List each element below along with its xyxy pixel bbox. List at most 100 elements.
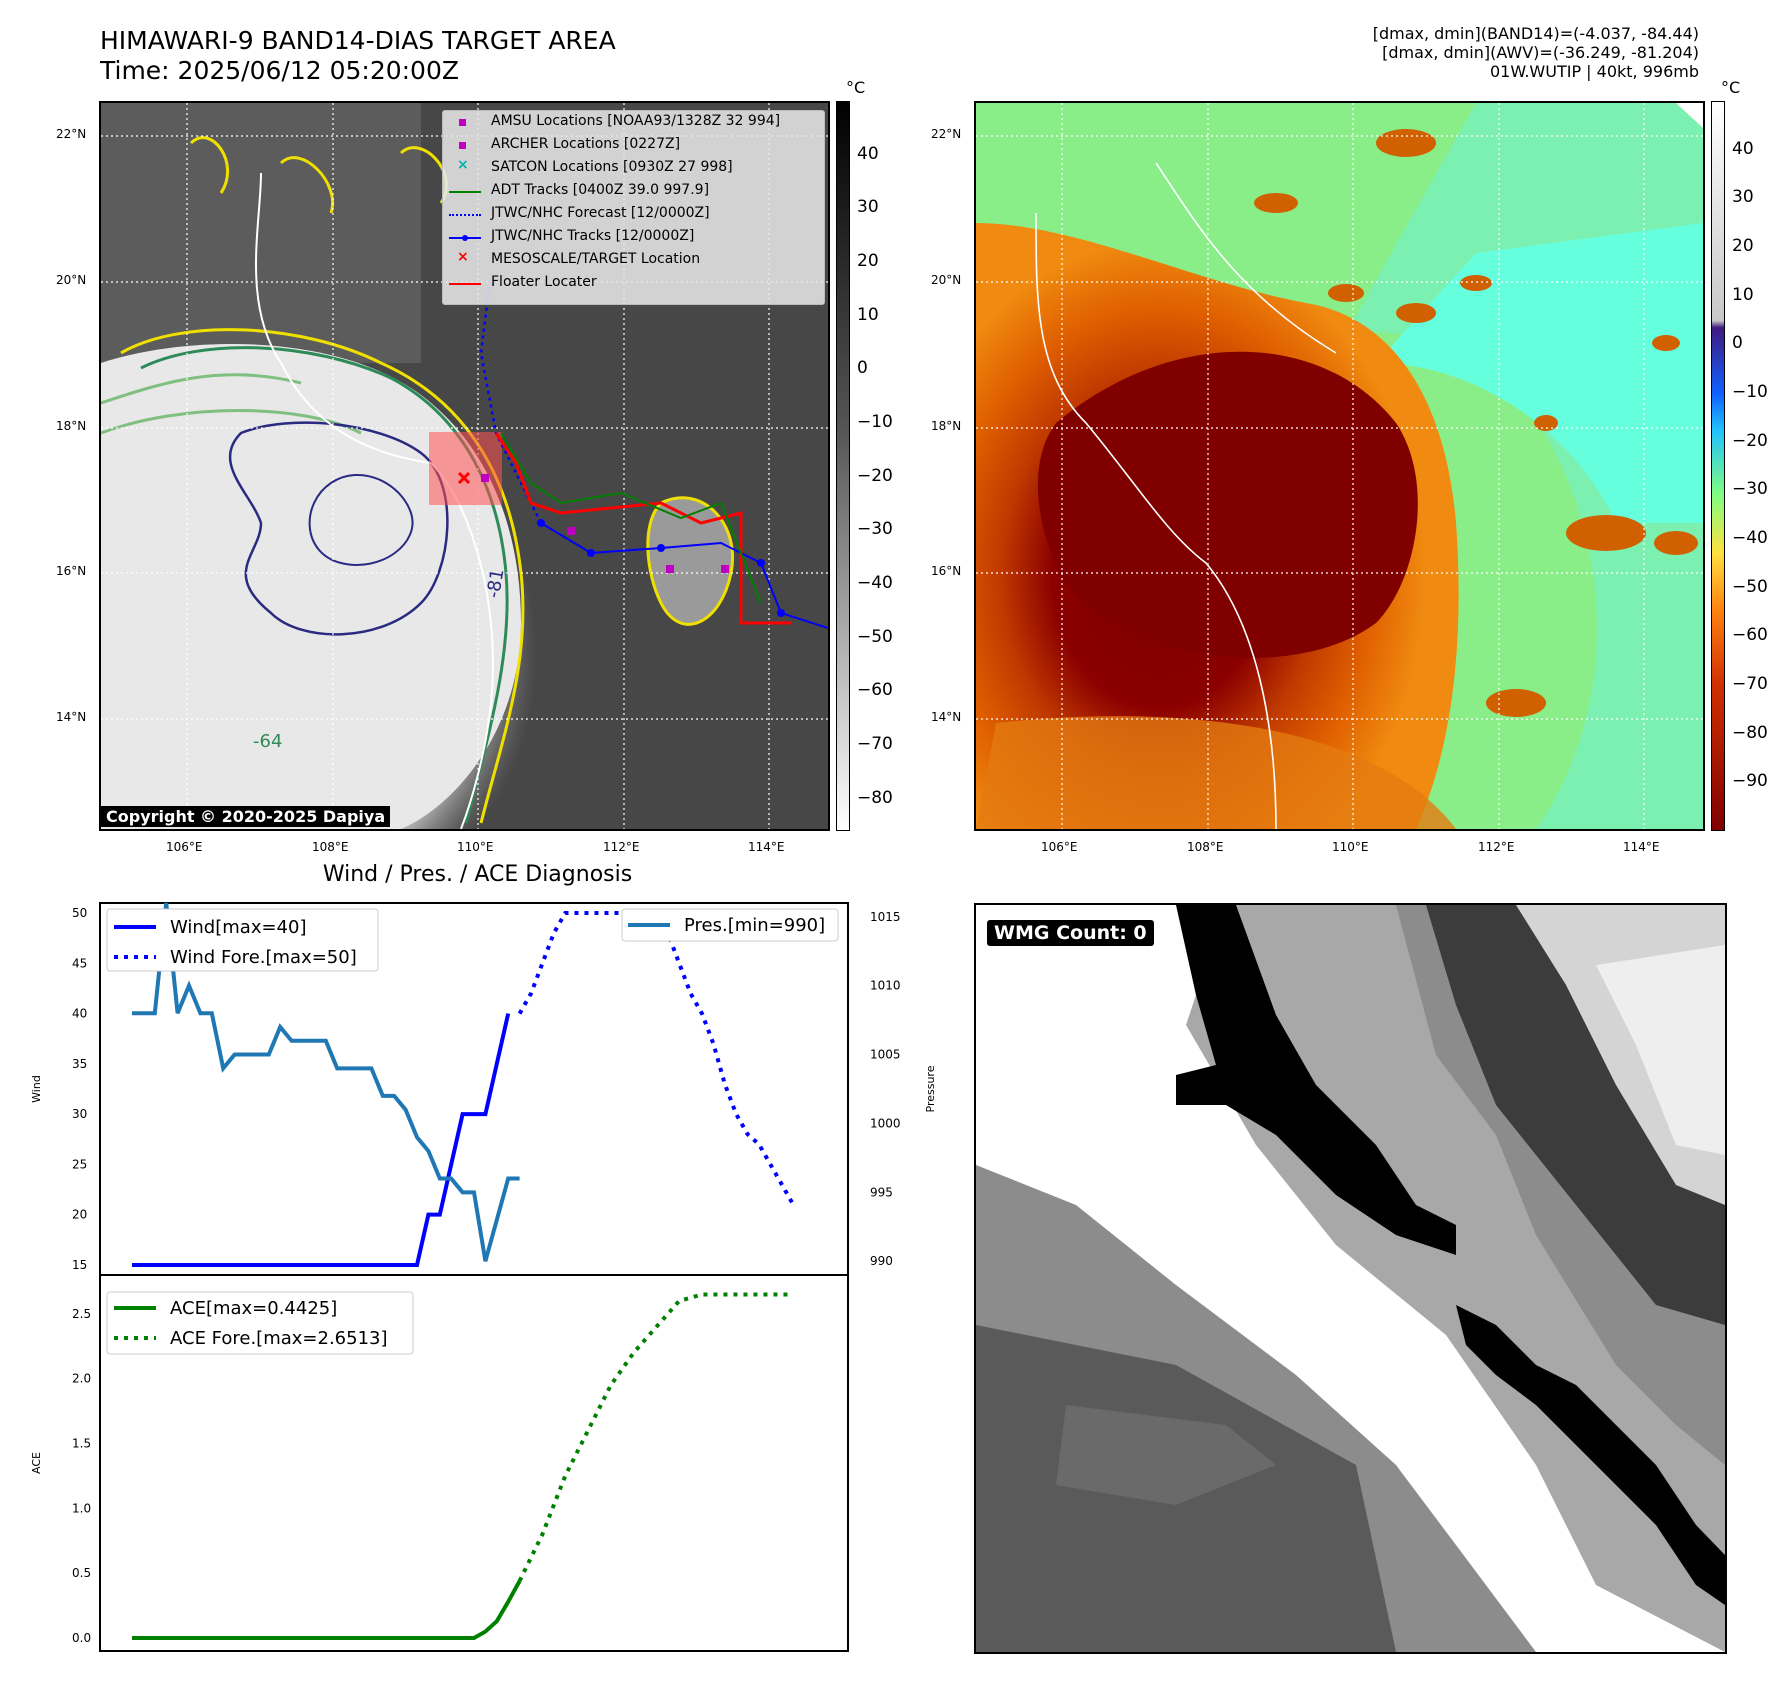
- legend-x-icon: ×: [457, 249, 469, 265]
- legend-square-icon: [459, 119, 466, 126]
- series-line-2: [132, 902, 520, 1262]
- ace-series-line-1: [517, 1292, 794, 1582]
- right-colorbar-tick: −70: [1732, 674, 1768, 694]
- copyright-label: Copyright © 2020-2025 Dapiya: [101, 806, 391, 827]
- ace-tick-label: 2.5: [72, 1307, 91, 1321]
- right-colorbar-tick: −40: [1732, 528, 1768, 548]
- pressure-tick-label: 1015: [870, 910, 901, 924]
- legend-x-icon: ×: [457, 157, 469, 173]
- left-colorbar-tick: 30: [857, 197, 879, 218]
- right-colorbar-tick: −30: [1732, 479, 1768, 500]
- right-lon-label-110: 110°E: [1332, 840, 1369, 854]
- lon-label-108: 108°E: [312, 840, 349, 854]
- ace-tick-label: 0.0: [72, 1631, 91, 1645]
- wind-tick-label: 35: [72, 1057, 87, 1071]
- right-colorbar: [1711, 101, 1725, 831]
- lat-label-16: 16°N: [56, 564, 87, 578]
- left-colorbar-tick: −30: [857, 519, 893, 540]
- right-awv-map: [974, 101, 1705, 831]
- right-colorbar-tick: 0: [1732, 333, 1743, 354]
- right-lon-label-112: 112°E: [1478, 840, 1515, 854]
- ace-tick-label: 0.5: [72, 1566, 91, 1580]
- figure-title: HIMAWARI-9 BAND14-DIAS TARGET AREA: [100, 26, 616, 55]
- info-storm: 01W.WUTIP | 40kt, 996mb: [1489, 62, 1699, 81]
- right-lat-label-14: 14°N: [931, 710, 962, 724]
- right-colorbar-tick: 40: [1732, 138, 1754, 159]
- legend-line-icon: [449, 283, 481, 285]
- info-awv: [dmax, dmin](AWV)=(-36.249, -81.204): [1382, 43, 1699, 62]
- pressure-tick-label: 1010: [870, 979, 901, 993]
- ace-axis-label: ACE: [30, 1452, 43, 1474]
- right-lat-label-22: 22°N: [931, 127, 962, 141]
- series-line-0: [132, 1013, 511, 1267]
- wind-tick-label: 50: [72, 906, 87, 920]
- ace-legend-box: [106, 1291, 414, 1355]
- left-colorbar-tick: −10: [857, 412, 893, 433]
- wind-tick-label: 25: [72, 1157, 87, 1171]
- right-colorbar-tick: −90: [1732, 771, 1768, 792]
- left-colorbar-tick: 40: [857, 143, 879, 164]
- wind-tick-label: 45: [72, 956, 87, 970]
- right-map-gridlines: [976, 103, 1703, 829]
- lat-label-20: 20°N: [56, 273, 87, 287]
- wind-fore-legend-label: Wind Fore.[max=50]: [170, 947, 357, 968]
- right-colorbar-unit: °C: [1721, 78, 1741, 97]
- left-colorbar-tick: −80: [857, 787, 893, 808]
- right-colorbar-tick: 20: [1732, 236, 1754, 256]
- figure-time: Time: 2025/06/12 05:20:00Z: [100, 56, 459, 85]
- right-colorbar-tick: −50: [1732, 576, 1768, 597]
- right-colorbar-tick: −20: [1732, 430, 1768, 451]
- left-colorbar-tick: −40: [857, 573, 893, 594]
- wmg-panel: WMG Count: 0: [974, 903, 1727, 1654]
- left-colorbar-tick: −70: [857, 734, 893, 755]
- right-lat-label-16: 16°N: [931, 564, 962, 578]
- wmg-imagery: [976, 905, 1725, 1652]
- wind-legend-box: [106, 908, 379, 972]
- wind-tick-label: 15: [72, 1258, 87, 1272]
- lat-label-22: 22°N: [56, 127, 87, 141]
- right-lon-label-108: 108°E: [1187, 840, 1224, 854]
- wind-legend-label: Wind[max=40]: [170, 917, 307, 938]
- ace-series-line-0: [132, 1580, 522, 1641]
- target-x-marker: [457, 471, 471, 485]
- legend-line-icon: [449, 191, 481, 193]
- amsu-markers: [481, 474, 729, 573]
- diagnosis-chart: 50 45 40 35 30 25 20 15 1015 1010 1005 1000 995 990 Wi…: [30, 902, 937, 1652]
- wind-tick-label: 20: [72, 1208, 87, 1222]
- wind-axis-label: Wind: [30, 1075, 43, 1103]
- adt-track: [500, 432, 762, 604]
- left-colorbar-tick: −60: [857, 680, 893, 701]
- ace-tick-label: 1.0: [72, 1501, 91, 1515]
- lon-label-112: 112°E: [603, 840, 640, 854]
- legend-dot-icon: [462, 235, 468, 241]
- ace-legend-label: ACE[max=0.4425]: [170, 1298, 337, 1319]
- legend-dotted-icon: [449, 214, 481, 216]
- floater-track: [494, 432, 791, 625]
- ace-tick-label: 2.0: [72, 1372, 91, 1386]
- target-area-box: [429, 432, 502, 505]
- right-map-imagery: [976, 103, 1703, 829]
- legend-square-icon: [459, 142, 466, 149]
- pressure-tick-label: 995: [870, 1185, 893, 1199]
- left-colorbar-tick: 10: [857, 304, 879, 325]
- info-block: [dmax, dmin](BAND14)=(-4.037, -84.44) [d…: [1199, 24, 1699, 81]
- wind-tick-label: 40: [72, 1007, 87, 1021]
- wind-tick-label: 30: [72, 1107, 87, 1121]
- left-colorbar-tick: 20: [857, 251, 879, 272]
- left-colorbar: [836, 101, 850, 831]
- contour-label-64: -64: [253, 731, 283, 752]
- pres-legend-label: Pres.[min=990]: [684, 915, 825, 936]
- pressure-axis-label: Pressure: [924, 1065, 937, 1112]
- lon-label-106: 106°E: [166, 840, 203, 854]
- right-colorbar-tick: −60: [1732, 625, 1768, 646]
- left-colorbar-unit: °C: [846, 78, 866, 97]
- wmg-count-label: WMG Count: 0: [987, 920, 1154, 946]
- left-colorbar-tick: 0: [857, 358, 868, 379]
- pressure-tick-label: 990: [870, 1254, 893, 1268]
- pressure-tick-label: 1000: [870, 1116, 901, 1130]
- pressure-tick-label: 1005: [870, 1048, 901, 1062]
- left-colorbar-tick: −20: [857, 465, 893, 486]
- pres-legend-box: [621, 908, 839, 942]
- right-colorbar-tick: −10: [1732, 382, 1768, 402]
- diagnosis-title: Wind / Pres. / ACE Diagnosis: [322, 862, 633, 887]
